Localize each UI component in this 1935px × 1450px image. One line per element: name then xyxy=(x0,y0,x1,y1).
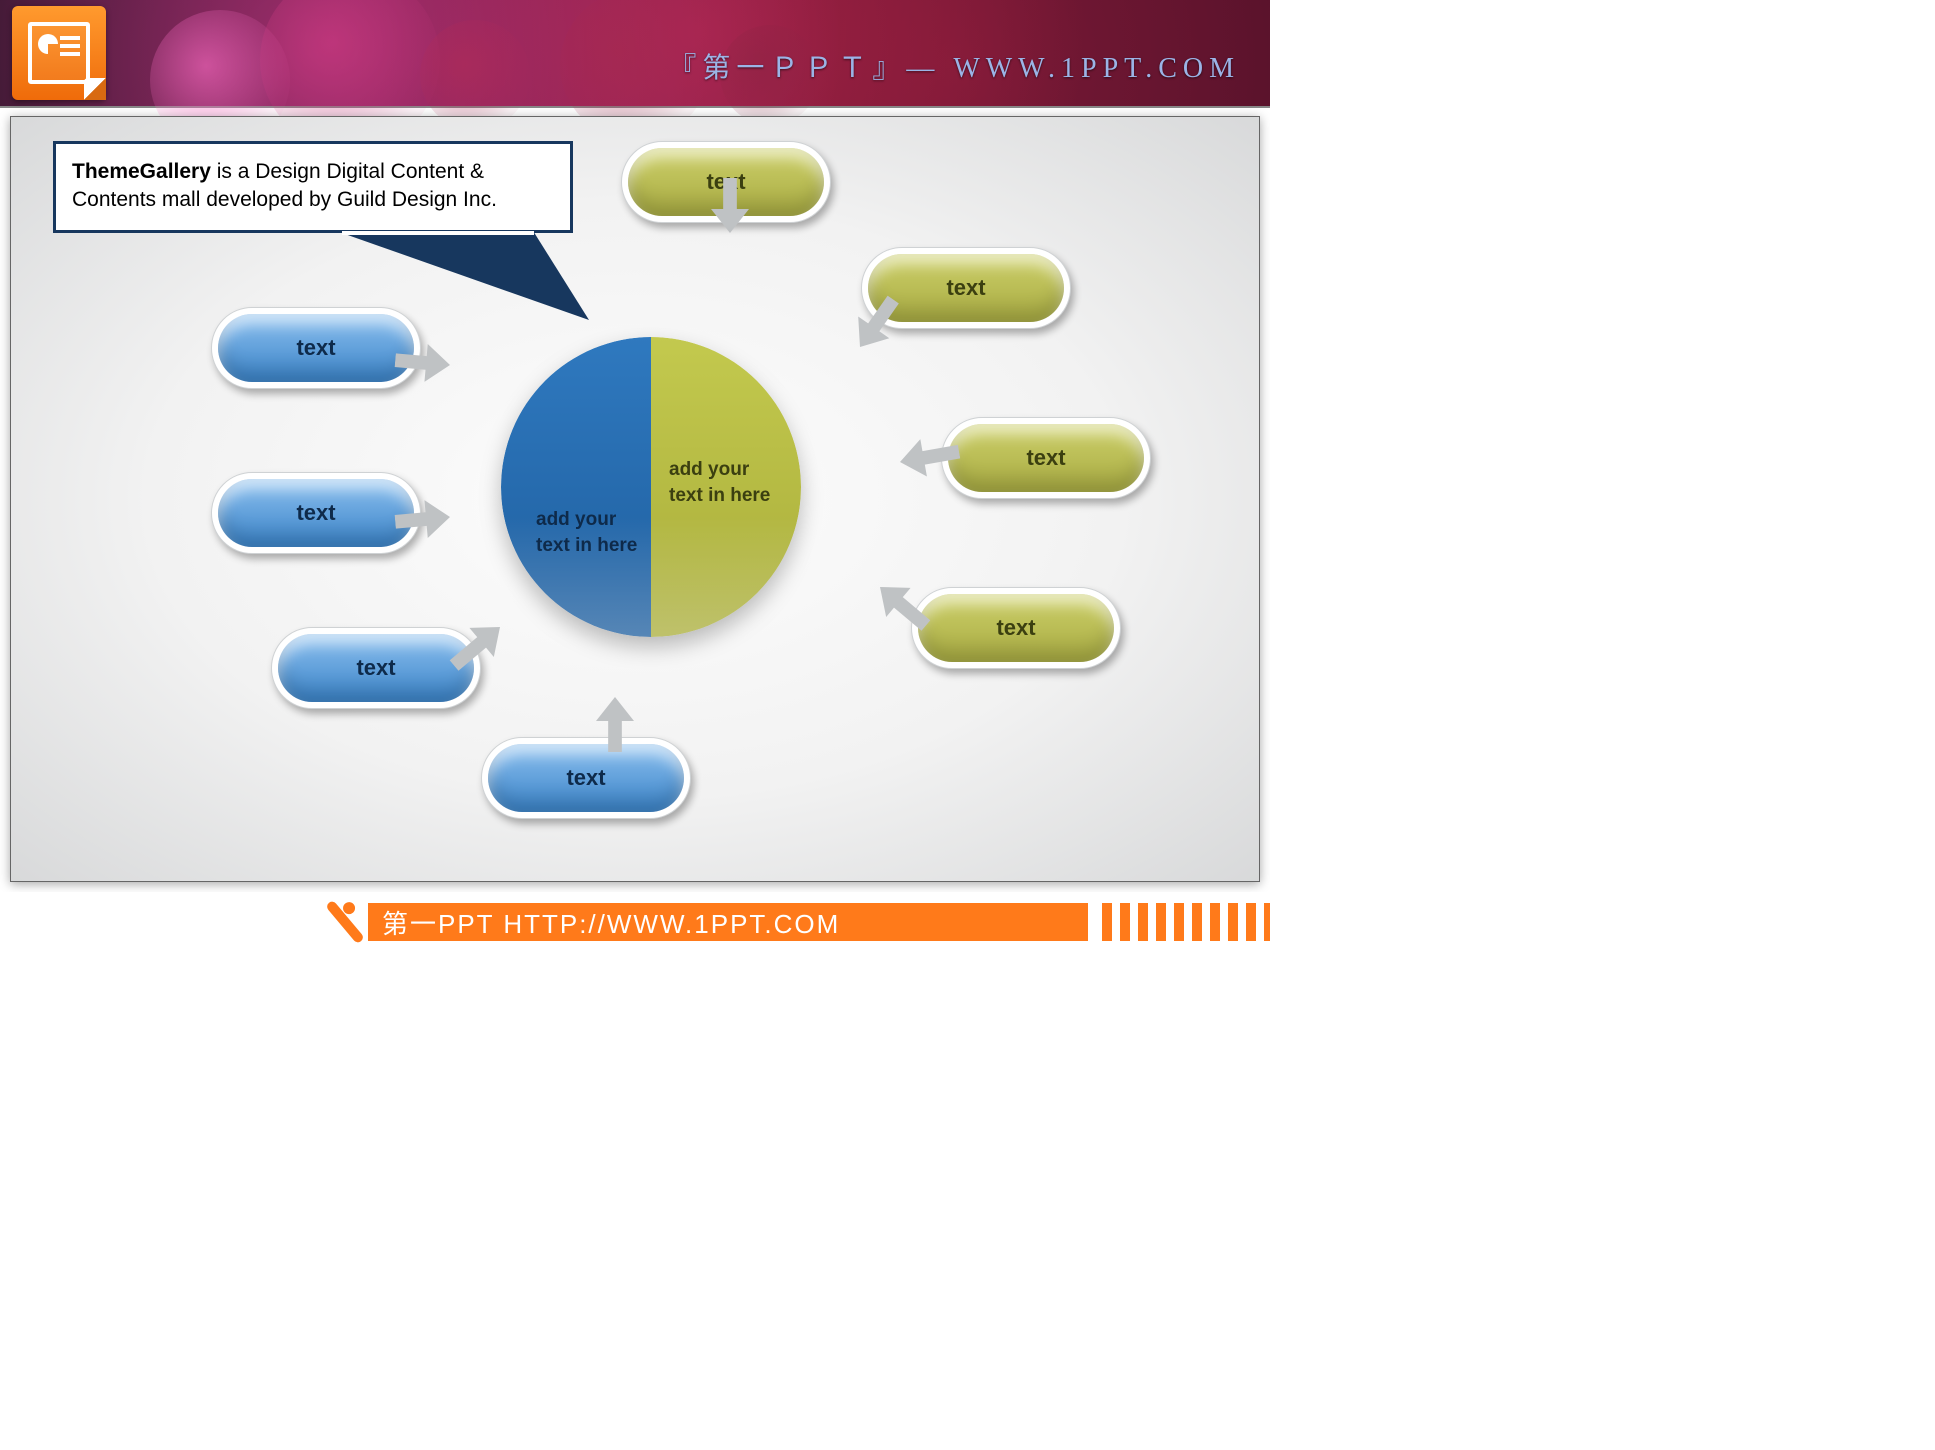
callout-box: ThemeGallery is a Design Digital Content… xyxy=(53,141,573,233)
footer: 第一PPT HTTP://WWW.1PPT.COM xyxy=(0,892,1270,952)
arrow-p-top xyxy=(711,178,749,233)
pill-p-bl: text xyxy=(271,627,481,709)
pill-p-l: text xyxy=(211,472,421,554)
callout-text: ThemeGallery is a Design Digital Content… xyxy=(56,144,570,229)
center-circle: add your text in here add your text in h… xyxy=(501,337,801,637)
banner-text: 『第一ＰＰＴ』— WWW.1PPT.COM xyxy=(668,46,1240,86)
pill-label: text xyxy=(488,744,684,812)
pill-p-tl: text xyxy=(211,307,421,389)
pill-p-br: text xyxy=(911,587,1121,669)
capsule-icon xyxy=(325,900,365,945)
pill-label: text xyxy=(278,634,474,702)
callout-pointer xyxy=(56,144,57,145)
arrow-p-bot xyxy=(596,697,634,752)
pill-label: text xyxy=(218,479,414,547)
pill-label: text xyxy=(948,424,1144,492)
circle-left-label: add your text in here xyxy=(536,507,646,558)
pill-label: text xyxy=(218,314,414,382)
slide-canvas: ThemeGallery is a Design Digital Content… xyxy=(10,116,1260,882)
footer-bar: 第一PPT HTTP://WWW.1PPT.COM xyxy=(368,903,1088,941)
footer-stripes xyxy=(1102,903,1270,941)
powerpoint-icon xyxy=(12,6,106,100)
stage: 『第一ＰＰＴ』— WWW.1PPT.COM ThemeGallery is a … xyxy=(0,0,1270,952)
top-banner: 『第一ＰＰＴ』— WWW.1PPT.COM xyxy=(0,0,1270,108)
pill-p-r: text xyxy=(941,417,1151,499)
pill-p-bot: text xyxy=(481,737,691,819)
circle-right-label: add your text in here xyxy=(669,457,779,508)
arrow-p-tl xyxy=(394,341,452,384)
pill-label: text xyxy=(918,594,1114,662)
arrow-p-l xyxy=(394,498,452,541)
callout-bold: ThemeGallery xyxy=(72,160,211,183)
circle-left-half xyxy=(501,337,651,637)
